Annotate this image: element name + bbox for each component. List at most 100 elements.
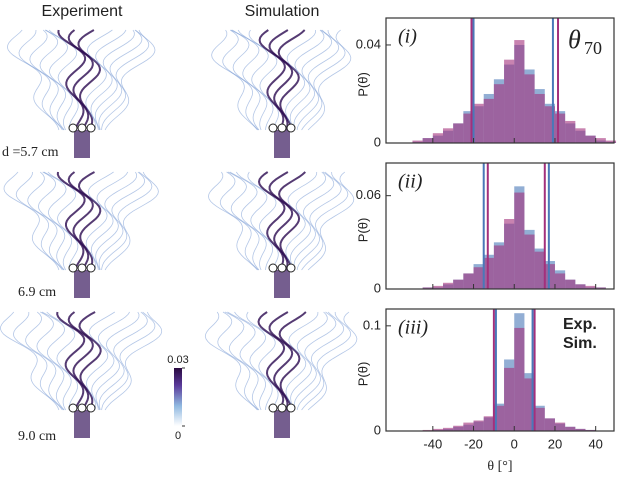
streak	[67, 29, 94, 131]
x-tick-label: 0	[511, 436, 518, 451]
histogram-bar	[595, 287, 606, 289]
flow-image	[0, 311, 163, 438]
streak	[45, 29, 73, 131]
colorbar-label: 0.03	[167, 354, 188, 366]
axes-frame	[385, 162, 615, 290]
y-tick-label: 0	[374, 422, 381, 437]
streak	[227, 171, 260, 271]
streak	[234, 311, 273, 411]
wake-root	[74, 130, 90, 158]
streak	[247, 171, 279, 271]
streak	[301, 171, 349, 271]
axes-frame	[385, 17, 615, 144]
streak	[37, 171, 66, 271]
legend-entry: Exp.	[563, 316, 597, 333]
streak	[278, 171, 306, 271]
streak	[307, 29, 352, 131]
row-label: d =5.7 cm	[2, 145, 59, 160]
cylinder	[77, 263, 87, 273]
histogram-bar	[544, 106, 555, 143]
histogram-bar	[432, 285, 443, 289]
histogram-bar	[483, 98, 494, 143]
streak	[95, 311, 140, 411]
streak	[257, 171, 286, 271]
streak	[296, 171, 342, 271]
streak	[90, 171, 129, 271]
histogram-bar	[463, 113, 474, 143]
streak	[285, 30, 316, 131]
histogram-bar	[544, 418, 555, 431]
histogram-bar	[504, 59, 515, 143]
flow-image	[6, 29, 156, 158]
streak	[208, 171, 258, 271]
histogram-bar	[473, 420, 484, 431]
y-axis-label: P(θ)	[355, 218, 370, 243]
streak	[307, 171, 355, 271]
streak	[29, 29, 65, 131]
histogram-bar	[565, 279, 576, 289]
row-label: 9.0 cm	[18, 429, 56, 444]
wake-root	[74, 270, 90, 298]
y-axis-label: P(θ)	[355, 362, 370, 387]
histogram-bar	[483, 416, 494, 431]
histogram-bar	[432, 133, 443, 143]
streak	[85, 171, 114, 271]
streak	[39, 29, 67, 131]
streak	[36, 311, 65, 411]
x-tick-label: -20	[464, 436, 483, 451]
panel-label: (iii)	[398, 317, 428, 339]
histogram-bar	[524, 234, 535, 289]
streak	[77, 29, 102, 131]
streak	[91, 311, 130, 411]
cylinder	[277, 123, 287, 133]
histogram-bar	[453, 425, 464, 431]
streak	[293, 171, 335, 271]
streak	[258, 29, 286, 131]
histogram-bar	[504, 219, 515, 289]
streak	[85, 29, 113, 131]
histogram-bar	[412, 140, 423, 143]
histogram-bar	[544, 264, 555, 289]
cylinder	[86, 123, 96, 133]
cylinder	[268, 263, 278, 273]
histogram-bar	[493, 84, 505, 143]
streak	[95, 171, 137, 271]
streak	[229, 171, 267, 271]
flow-image	[3, 171, 159, 298]
y-tick-label: 0.04	[356, 36, 381, 51]
histogram-bar	[585, 285, 596, 289]
streak	[296, 311, 345, 411]
streak	[47, 171, 79, 271]
streak	[98, 171, 146, 271]
histogram-bar	[473, 267, 484, 289]
streak	[12, 312, 63, 411]
histogram-bar	[504, 367, 515, 431]
x-axis-label: θ [°]	[487, 459, 512, 474]
cylinder	[286, 123, 296, 133]
streak	[235, 171, 273, 271]
histogram-bar	[514, 40, 525, 143]
streak	[98, 311, 148, 411]
streak	[290, 311, 328, 411]
histogram-bar	[443, 427, 454, 431]
cylinder	[286, 403, 296, 413]
histogram-bar	[463, 422, 474, 431]
streak	[217, 311, 259, 411]
annotation: θ	[568, 25, 581, 54]
cylinder	[277, 263, 287, 273]
x-tick-label: -40	[423, 436, 442, 451]
flow-image	[208, 171, 355, 298]
streak	[222, 29, 259, 131]
cylinder	[268, 123, 278, 133]
streak	[248, 29, 279, 131]
streak	[104, 171, 159, 271]
histogram-bar	[554, 422, 566, 431]
streak	[277, 29, 306, 131]
y-axis-label: P(θ)	[355, 72, 370, 97]
y-tick-label: 0.1	[363, 317, 381, 332]
histogram-bar	[432, 428, 443, 431]
streak	[285, 171, 318, 271]
column-title: Experiment	[42, 3, 123, 20]
streak	[289, 171, 327, 271]
